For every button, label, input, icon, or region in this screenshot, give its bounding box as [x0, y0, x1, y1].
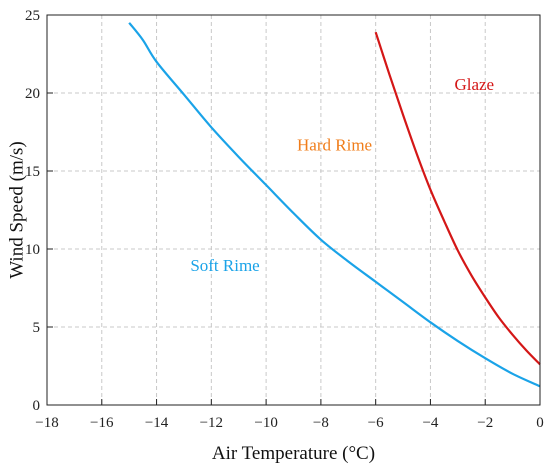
- region-label: Soft Rime: [190, 256, 259, 275]
- series-line-1: [128, 22, 541, 388]
- x-tick-label: −8: [313, 415, 329, 431]
- axis-ticks: −18 −16 −14 −12 −10 −8 −6 −4 −2 0 0 5 10 15 20 25: [25, 8, 544, 431]
- region-label: Glaze: [454, 75, 494, 94]
- x-tick-label: 0: [536, 415, 544, 431]
- x-tick-label: −16: [90, 415, 114, 431]
- x-axis-title: Air Temperature (°C): [212, 443, 375, 464]
- y-tick-label: 0: [33, 398, 41, 414]
- region-label: Hard Rime: [297, 136, 372, 155]
- y-axis-title: Wind Speed (m/s): [7, 141, 28, 279]
- x-tick-label: −2: [477, 415, 493, 431]
- grid: [47, 15, 540, 405]
- annotations: Soft Rime Hard Rime Glaze: [190, 75, 494, 275]
- plot-frame: [46, 14, 541, 406]
- series-line-2: [374, 31, 541, 366]
- series-lines: [128, 22, 541, 388]
- y-tick-label: 20: [25, 86, 40, 102]
- x-tick-label: −4: [422, 415, 438, 431]
- x-tick-label: −14: [145, 415, 169, 431]
- y-tick-label: 10: [25, 242, 40, 258]
- y-tick-label: 5: [33, 320, 41, 336]
- x-tick-label: −12: [200, 415, 223, 431]
- x-tick-label: −6: [368, 415, 384, 431]
- x-tick-label: −10: [254, 415, 277, 431]
- y-tick-label: 15: [25, 164, 40, 180]
- y-tick-label: 25: [25, 8, 40, 24]
- x-tick-label: −18: [35, 415, 58, 431]
